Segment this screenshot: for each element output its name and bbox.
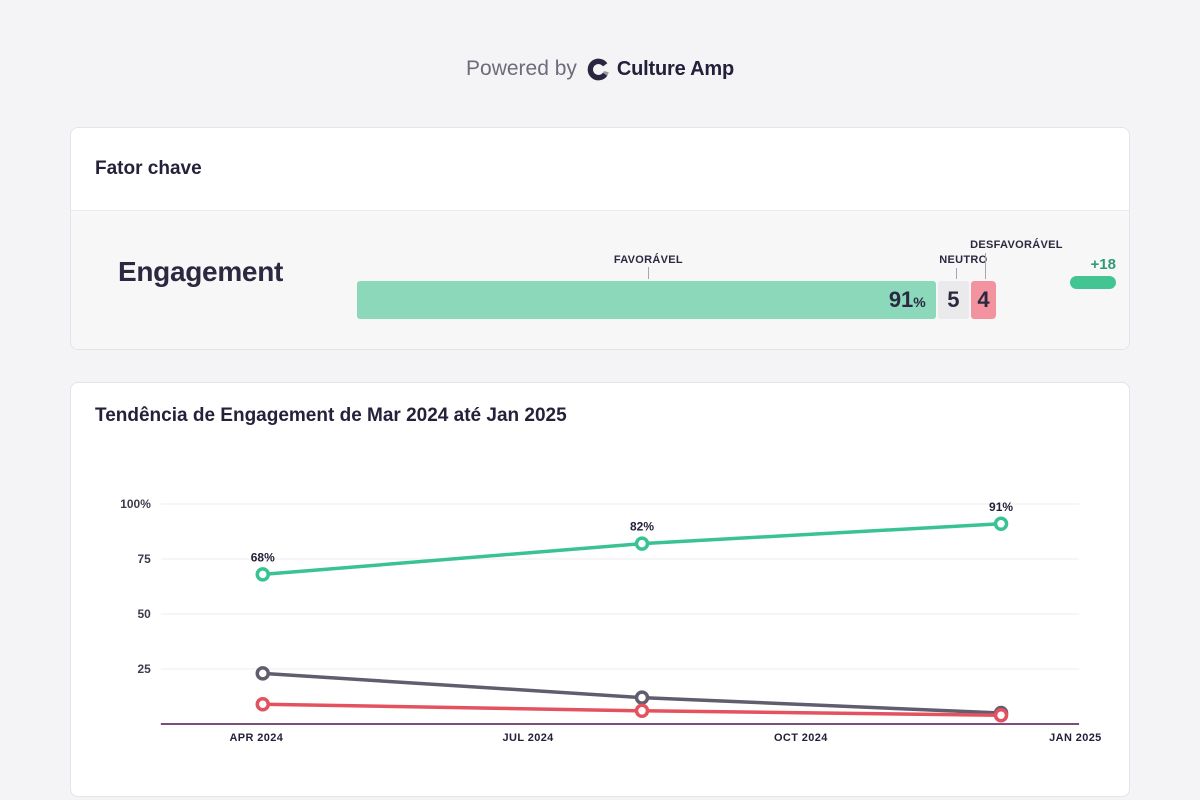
trend-card: Tendência de Engagement de Mar 2024 até … — [70, 382, 1130, 797]
favorable-label: FAVORÁVEL — [613, 254, 683, 266]
delta-pill — [1070, 275, 1116, 289]
favorable-value: 91% — [888, 287, 926, 312]
svg-text:91%: 91% — [989, 500, 1013, 514]
key-factor-card-title: Fator chave — [95, 158, 202, 179]
neutral-tick-line — [956, 268, 958, 279]
svg-text:100%: 100% — [120, 497, 151, 511]
delta-badge: +18 — [996, 256, 1116, 289]
svg-text:68%: 68% — [251, 550, 275, 564]
stacked-bar: 91% 5 4 — [357, 281, 996, 319]
key-factor-row: Engagement FAVORÁVEL NEUTRO DESFAVORÁVEL… — [71, 211, 1129, 349]
factor-name: Engagement — [118, 256, 284, 287]
culture-amp-logo-icon — [587, 58, 609, 80]
svg-text:APR 2024: APR 2024 — [229, 732, 283, 744]
unfavorable-segment: 4 — [971, 281, 996, 319]
unfavorable-label: DESFAVORÁVEL — [970, 239, 1063, 251]
favorable-value-unit: % — [913, 294, 926, 310]
neutral-value: 5 — [947, 287, 960, 312]
trend-chart-svg: 100% 75 50 25 APR 2024 JUL 2024 OCT 2024 JAN 20… — [120, 497, 1102, 744]
trend-card-title: Tendência de Engagement de Mar 2024 até … — [95, 405, 567, 426]
svg-text:JUL 2024: JUL 2024 — [503, 732, 555, 744]
favorable-tick-line — [647, 267, 649, 279]
delta-value: +18 — [1090, 255, 1116, 273]
brand: Culture Amp — [587, 58, 734, 81]
brand-name: Culture Amp — [616, 57, 734, 80]
svg-text:50: 50 — [138, 607, 152, 621]
neutral-label: NEUTRO — [939, 254, 988, 266]
unfavorable-value: 4 — [977, 287, 990, 312]
svg-text:82%: 82% — [630, 520, 654, 534]
svg-text:75: 75 — [138, 552, 152, 566]
svg-text:OCT 2024: OCT 2024 — [774, 732, 828, 744]
svg-text:25: 25 — [138, 662, 152, 676]
key-factor-card: Fator chave Engagement FAVORÁVEL NEUTRO … — [70, 127, 1130, 350]
powered-by: Powered by Culture Amp — [0, 57, 1200, 81]
neutral-segment: 5 — [937, 281, 969, 319]
favorable-segment: 91% — [357, 281, 936, 319]
key-factor-card-header: Fator chave — [71, 128, 1129, 211]
powered-by-text: Powered by — [466, 57, 577, 80]
score-bar: FAVORÁVEL NEUTRO DESFAVORÁVEL 91% 5 4 — [357, 239, 1062, 319]
svg-text:JAN 2025: JAN 2025 — [1049, 732, 1102, 744]
unfavorable-tick-line — [985, 253, 987, 279]
